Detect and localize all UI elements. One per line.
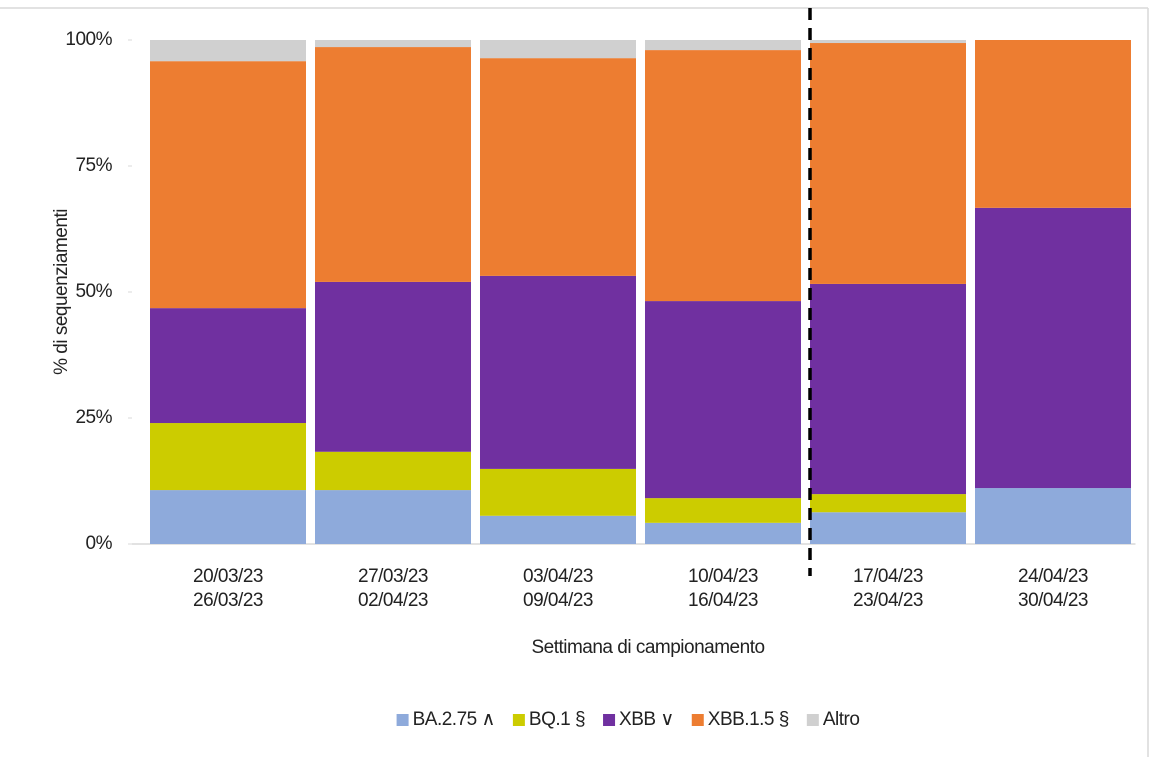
bar-segment bbox=[315, 451, 471, 491]
y-tick-label: 100% bbox=[65, 29, 112, 50]
x-axis-title: Settimana di campionamento bbox=[531, 637, 764, 658]
bar-segment bbox=[645, 50, 801, 302]
x-tick-label: 24/04/23 bbox=[1018, 566, 1088, 587]
x-tick-label: 23/04/23 bbox=[853, 590, 923, 611]
bar-segment bbox=[480, 58, 636, 276]
x-tick-label: 26/03/23 bbox=[193, 590, 263, 611]
bar-segment bbox=[810, 40, 966, 44]
bar-segment bbox=[150, 40, 306, 62]
plot-area: 0% 25% 50% 75% 100% 20/03/23 26/03/23 27/03/23 0… bbox=[65, 29, 1136, 611]
x-tick-label: 02/04/23 bbox=[358, 590, 428, 611]
bar-segment bbox=[480, 40, 636, 59]
bar-segment bbox=[810, 283, 966, 495]
x-tick-label: 27/03/23 bbox=[358, 566, 428, 587]
legend-swatch bbox=[396, 714, 409, 726]
x-tick-label: 03/04/23 bbox=[523, 566, 593, 587]
legend-swatch bbox=[512, 714, 525, 726]
legend-label: XBB ∨ bbox=[619, 709, 674, 730]
legend-label: XBB.1.5 § bbox=[708, 709, 789, 730]
legend-label: Altro bbox=[823, 709, 860, 730]
bar-segment bbox=[645, 301, 801, 499]
y-axis-title: % di sequenziamenti bbox=[51, 209, 72, 375]
y-tick-label: 50% bbox=[75, 281, 112, 302]
bar-segment bbox=[975, 488, 1131, 544]
bar-segment bbox=[150, 490, 306, 544]
legend-label: BA.2.75 ∧ bbox=[413, 709, 495, 730]
y-tick-label: 75% bbox=[75, 155, 112, 176]
bar-segment bbox=[315, 47, 471, 282]
bar-segment bbox=[810, 494, 966, 513]
bar-segment bbox=[645, 522, 801, 544]
bar-segment bbox=[315, 40, 471, 48]
bar-segment bbox=[480, 468, 636, 516]
y-tick-label: 0% bbox=[86, 533, 113, 554]
x-tick-label: 10/04/23 bbox=[688, 566, 758, 587]
legend-label: BQ.1 § bbox=[529, 709, 585, 730]
bar-segment bbox=[150, 61, 306, 309]
bar-segment bbox=[480, 515, 636, 544]
bar-segment bbox=[315, 490, 471, 544]
bar-segment bbox=[150, 308, 306, 424]
legend-swatch bbox=[603, 714, 616, 726]
bar-segment bbox=[810, 512, 966, 544]
y-tick-label: 25% bbox=[75, 407, 112, 428]
legend: BA.2.75 ∧ BQ.1 § XBB ∨ XBB.1.5 § Altro bbox=[396, 709, 860, 730]
bar-segment bbox=[315, 281, 471, 452]
bar-segment bbox=[810, 43, 966, 284]
legend-swatch bbox=[691, 714, 704, 726]
bar-segment bbox=[645, 40, 801, 51]
bar-segment bbox=[480, 275, 636, 469]
x-tick-label: 16/04/23 bbox=[688, 590, 758, 611]
bar-segment bbox=[975, 207, 1131, 489]
x-tick-label: 30/04/23 bbox=[1018, 590, 1088, 611]
x-tick-label: 17/04/23 bbox=[853, 566, 923, 587]
x-tick-label: 20/03/23 bbox=[193, 566, 263, 587]
bar-segment bbox=[150, 423, 306, 491]
x-tick-label: 09/04/23 bbox=[523, 590, 593, 611]
bar-segment bbox=[645, 498, 801, 523]
bar-segment bbox=[975, 40, 1131, 208]
legend-swatch bbox=[806, 714, 819, 726]
